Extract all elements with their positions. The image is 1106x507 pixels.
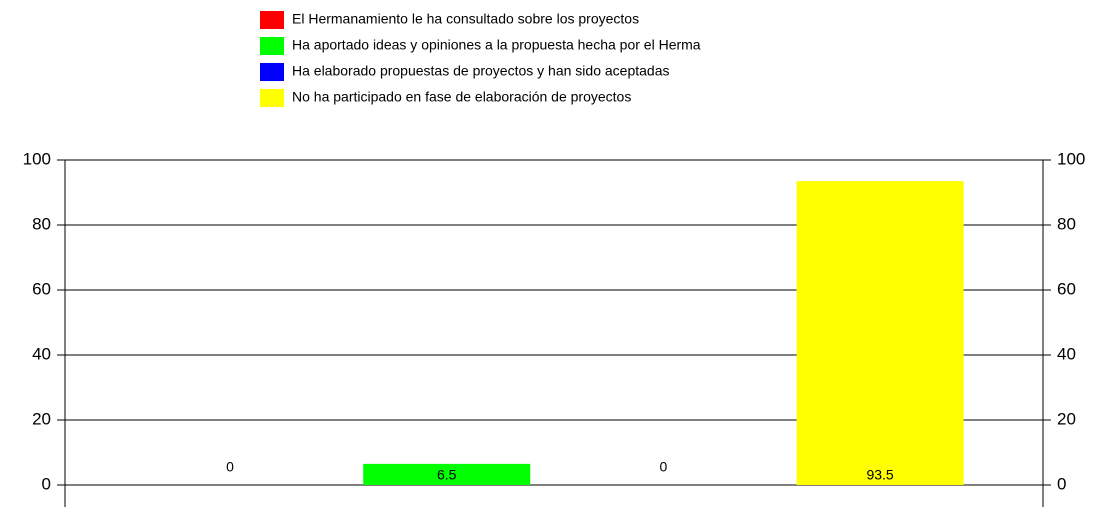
y-tick-label: 60	[32, 279, 51, 298]
y2-tick-label: 40	[1057, 344, 1076, 363]
legend-label: Ha elaborado propuestas de proyectos y h…	[292, 63, 669, 79]
y-tick-label: 80	[32, 214, 51, 233]
y-tick-label: 40	[32, 344, 51, 363]
legend-label: Ha aportado ideas y opiniones a la propu…	[292, 37, 701, 53]
y2-tick-label: 20	[1057, 409, 1076, 428]
legend-swatch	[260, 89, 284, 107]
legend-swatch	[260, 63, 284, 81]
bar	[796, 181, 964, 485]
y2-tick-label: 80	[1057, 214, 1076, 233]
value-label: 6.5	[437, 467, 457, 483]
bar	[363, 463, 531, 485]
y-tick-label: 0	[42, 474, 51, 493]
legend-label: No ha participado en fase de elaboración…	[292, 89, 631, 105]
y-tick-label: 20	[32, 409, 51, 428]
y2-tick-label: 60	[1057, 279, 1076, 298]
y-tick-label: 100	[23, 149, 51, 168]
y2-tick-label: 0	[1057, 474, 1066, 493]
legend-swatch	[260, 37, 284, 55]
legend-label: El Hermanamiento le ha consultado sobre …	[292, 11, 639, 27]
value-label: 0	[660, 459, 668, 475]
y2-tick-label: 100	[1057, 149, 1085, 168]
value-label: 0	[226, 459, 234, 475]
value-label: 93.5	[866, 467, 893, 483]
legend-swatch	[260, 11, 284, 29]
